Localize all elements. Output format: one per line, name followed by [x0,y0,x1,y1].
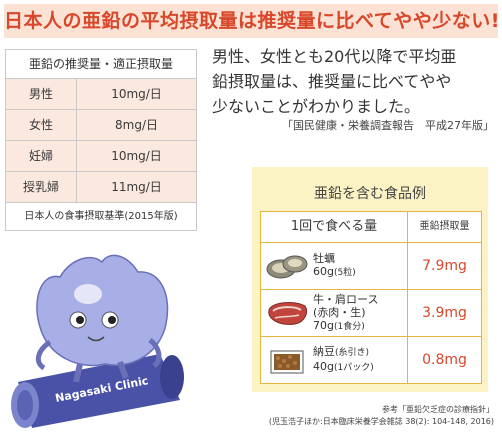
foods-panel: 亜鉛を含む食品例 1回で食べる量 亜鉛摂取量 牡蠣 60g(5粒) 7.9mg [252,167,488,392]
reference-line: 参考「亜鉛欠乏症の診療指針」 [382,405,494,414]
food-cell: 納豆(糸引き) 40g(1パック) [261,337,408,383]
food-sub: (糸引き) [335,348,370,358]
foods-table: 1回で食べる量 亜鉛摂取量 牡蠣 60g(5粒) 7.9mg [260,211,482,384]
food-note: (5粒) [333,268,356,278]
intake-table: 亜鉛の推奨量・適正摂取量 男性 10mg/日 女性 8mg/日 妊婦 10mg/… [5,49,197,231]
food-cell: 牛・肩ロース (赤肉・生) 70g(1食分) [261,290,408,336]
intro-line: 少ないことがわかりました。 [212,97,421,116]
table-row: 授乳婦 11mg/日 [6,172,196,203]
intro-line: 鉛摂取量は、推奨量に比べてやや [212,72,452,91]
col-food-header: 1回で食べる量 [261,212,408,242]
table-row: 納豆(糸引き) 40g(1パック) 0.8mg [261,337,481,383]
food-name: 納豆 [313,345,335,358]
mascot-illustration: Nagasaki Clinic [11,254,184,428]
natto-icon [270,350,304,374]
intake-who: 男性 [6,79,77,109]
table-row: 男性 10mg/日 [6,79,196,110]
table-row: 妊婦 10mg/日 [6,141,196,172]
table-row: 牛・肩ロース (赤肉・生) 70g(1食分) 3.9mg [261,290,481,337]
mascot-character-icon [35,254,169,383]
food-qty: 70g [313,318,334,332]
intake-amount: 10mg/日 [111,87,162,101]
intake-table-source: 日本人の食事摂取基準(2015年版) [24,211,178,222]
food-qty: 40g [313,360,334,373]
food-sub: (赤肉・生) [313,305,366,319]
food-note: (1パック) [333,363,374,373]
intake-amount: 8mg/日 [115,118,158,132]
food-cell: 牡蠣 60g(5粒) [261,243,408,289]
foods-title: 亜鉛を含む食品例 [314,186,426,202]
intro-source: 「国民健康・栄養調査報告 平成27年版」 [282,119,494,132]
food-qty: 60g [313,265,334,278]
intro-line: 男性、女性とも20代以降で平均亜 [212,47,457,66]
food-name: 牛・肩ロース [313,292,379,306]
table-row: 女性 8mg/日 [6,110,196,141]
intake-who: 授乳婦 [6,172,77,202]
table-row: 牡蠣 60g(5粒) 7.9mg [261,243,481,290]
reference: 参考「亜鉛欠乏症の診療指針」 (児玉浩子ほか:日本臨床栄養学会雑誌 38(2):… [269,404,494,428]
food-zinc-value: 0.8mg [422,352,467,368]
intake-amount: 10mg/日 [111,149,162,163]
food-zinc-value: 7.9mg [422,258,467,274]
oyster-icon [266,255,308,279]
intake-amount: 11mg/日 [111,180,162,194]
reference-line: (児玉浩子ほか:日本臨床栄養学会雑誌 38(2): 104-148, 2016) [268,417,494,426]
intake-table-header: 亜鉛の推奨量・適正摂取量 [6,50,196,79]
beef-icon [268,302,308,325]
food-name: 牡蠣 [313,252,335,265]
food-zinc-value: 3.9mg [422,305,467,321]
headline: 日本人の亜鉛の平均摂取量は推奨量に比べてやや少ない! [4,4,499,38]
intake-who: 妊婦 [6,141,77,171]
intake-who: 女性 [6,110,77,140]
food-note: (1食分) [333,321,365,332]
foods-table-header: 1回で食べる量 亜鉛摂取量 [261,212,481,243]
mascot-log-icon: Nagasaki Clinic [11,354,184,428]
intro-text: 男性、女性とも20代以降で平均亜 鉛摂取量は、推奨量に比べてやや 少ないことがわ… [212,44,498,119]
col-amount-header: 亜鉛摂取量 [419,221,470,232]
